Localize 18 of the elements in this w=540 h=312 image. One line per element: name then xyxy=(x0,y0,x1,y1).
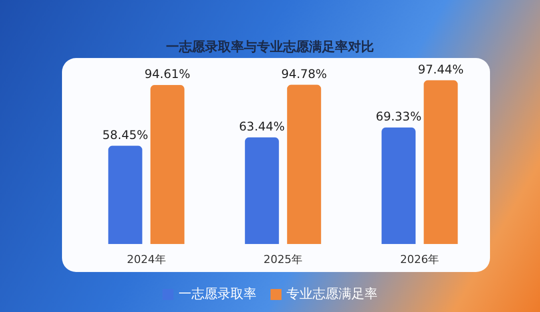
data-label: 94.78% xyxy=(281,66,327,81)
bar xyxy=(150,85,184,244)
bar xyxy=(424,80,458,244)
data-label: 58.45% xyxy=(102,128,148,142)
data-label: 94.61% xyxy=(144,67,190,82)
bar xyxy=(382,128,416,244)
bar xyxy=(244,137,279,244)
bar xyxy=(287,84,322,244)
x-tick-label: 2025年 xyxy=(264,253,302,266)
data-label: 97.44% xyxy=(418,62,464,76)
x-tick-label: 2024年 xyxy=(126,253,166,266)
chart-title: 一志愿录取率与专业志愿满足率对比 xyxy=(166,39,374,55)
bar xyxy=(108,146,142,244)
data-label: 63.44% xyxy=(239,119,285,134)
legend-label: 一志愿录取率 xyxy=(178,286,256,302)
x-tick-label: 2026年 xyxy=(400,253,440,266)
legend-label: 专业志愿满足率 xyxy=(286,286,378,302)
data-label: 69.33% xyxy=(376,110,422,124)
